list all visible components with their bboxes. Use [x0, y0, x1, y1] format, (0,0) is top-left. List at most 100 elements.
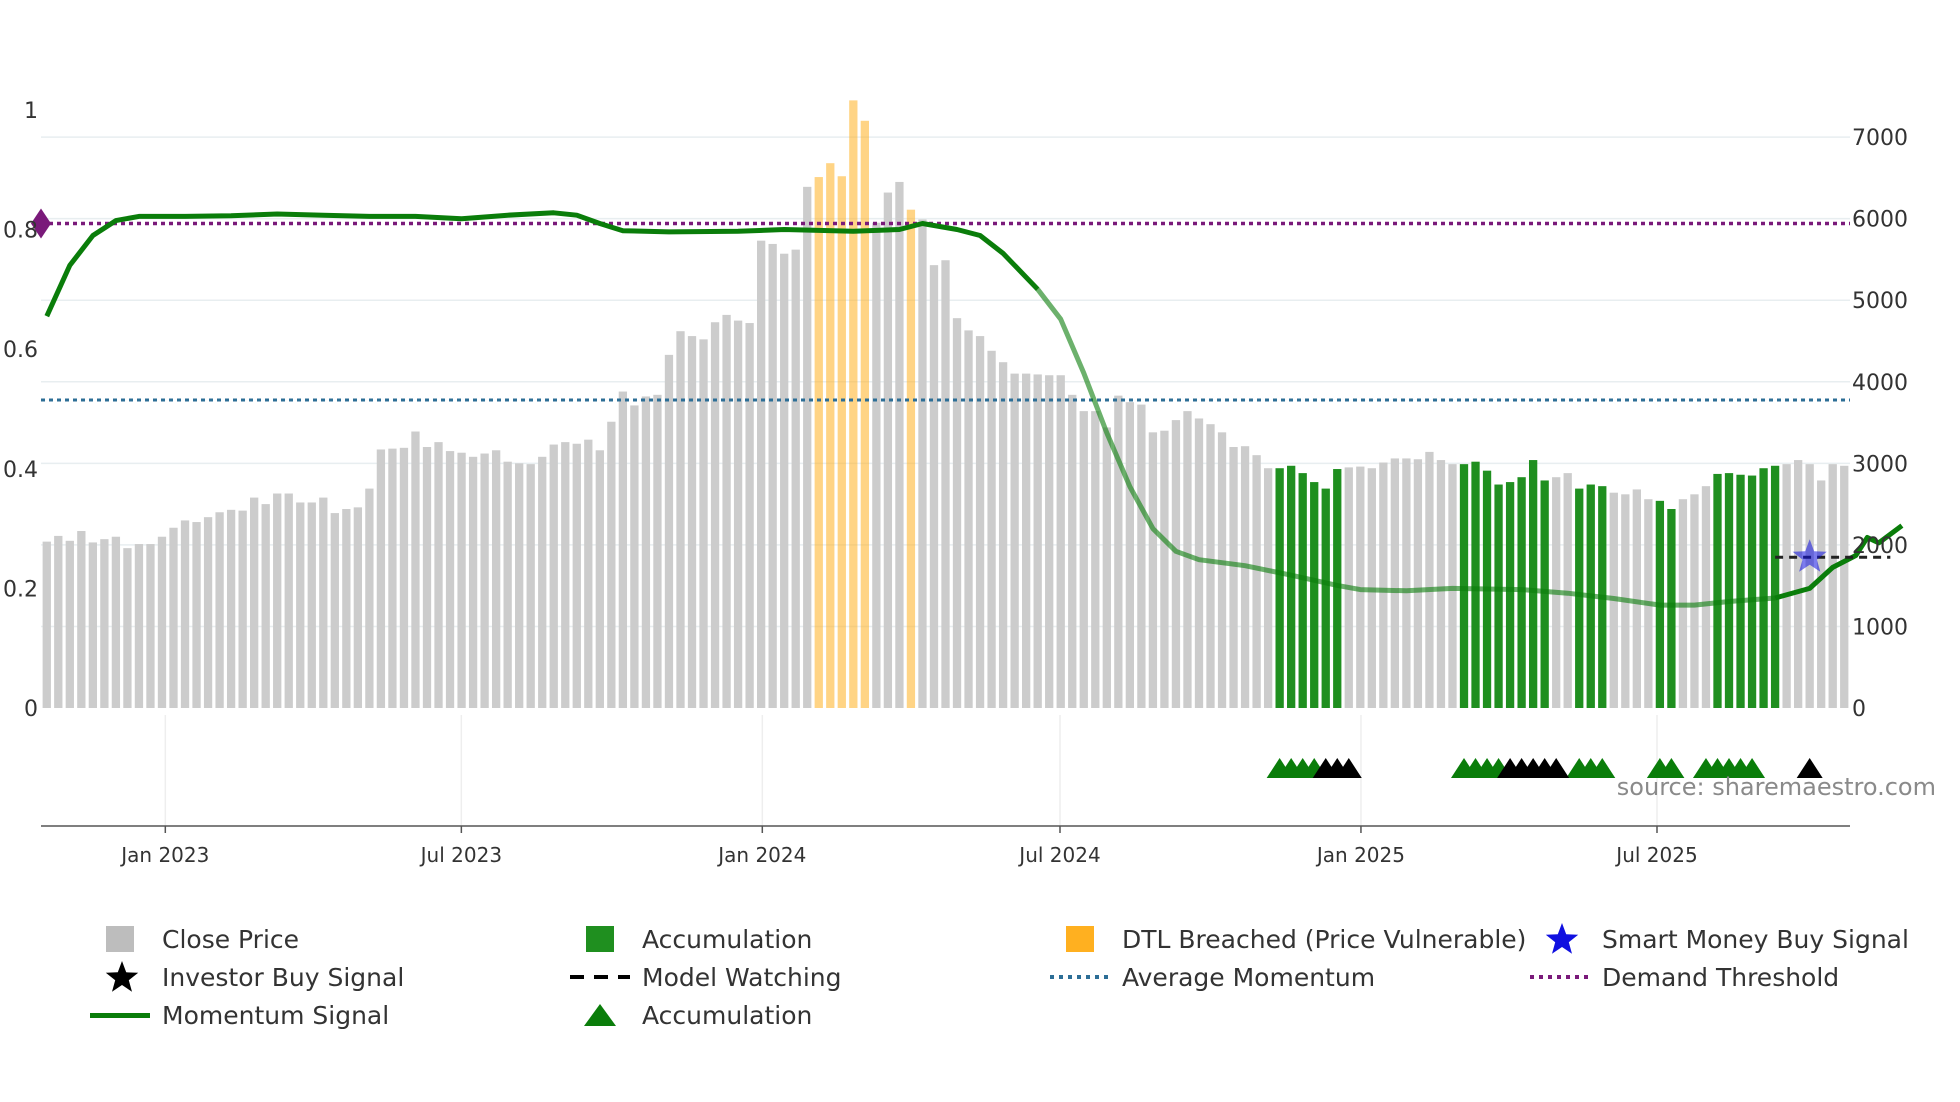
accumulation-triangle-icon	[1739, 758, 1766, 778]
legend-item-smart-money: Smart Money Buy Signal	[1530, 922, 1909, 956]
close-price-bar	[1033, 374, 1042, 708]
close-price-bar	[1840, 465, 1849, 708]
close-price-bar	[768, 243, 777, 708]
accumulation-bar	[1575, 488, 1584, 708]
close-price-bar	[722, 314, 731, 708]
close-price-bar	[791, 249, 800, 709]
close-price-bar	[226, 509, 236, 708]
accumulation-bar	[1759, 468, 1768, 708]
close-price-bar	[538, 456, 547, 708]
right-tick-label: 1000	[1852, 615, 1908, 640]
close-price-bar	[203, 517, 213, 708]
close-price-bar	[745, 323, 754, 708]
close-price-bar	[192, 522, 201, 708]
legend-item-accumulation-marker: Accumulation	[570, 998, 812, 1032]
left-tick-label: 0.2	[3, 577, 38, 602]
close-price-bar	[687, 336, 697, 708]
close-price-bar	[353, 507, 363, 708]
dtl-breached-bar	[814, 177, 823, 708]
close-price-bar	[1045, 375, 1054, 708]
dtl-breached-bar	[826, 163, 835, 709]
accumulation-bar	[1517, 477, 1526, 708]
x-tick-label: Jan 2024	[716, 843, 806, 867]
close-price-bar	[607, 421, 616, 708]
close-price-bar	[1229, 447, 1238, 708]
right-tick-label: 4000	[1852, 371, 1908, 396]
close-price-bar	[457, 452, 466, 708]
close-price-bar	[998, 362, 1008, 708]
close-price-bar	[1425, 451, 1434, 708]
close-price-bar	[1828, 464, 1837, 708]
accumulation-bar	[1471, 461, 1480, 708]
left-tick-label: 1	[24, 99, 38, 124]
signal-markers	[1775, 539, 1891, 572]
close-price-bar	[641, 396, 651, 708]
accumulation-bar	[1321, 488, 1330, 708]
x-tick-label: Jul 2024	[1017, 843, 1100, 867]
dtl-breached-bar	[860, 120, 869, 708]
x-tick-label: Jul 2023	[419, 843, 502, 867]
close-price-bar	[65, 540, 74, 708]
close-price-bar	[1171, 420, 1181, 708]
close-price-bar	[388, 448, 397, 708]
close-price-bar	[1379, 462, 1388, 708]
close-price-bar	[1114, 395, 1123, 708]
close-price-bar	[123, 548, 132, 708]
dtl-breached-bar	[837, 176, 846, 709]
x-axis-ticks: Jan 2023 Jul 2023 Jan 2024 Jul 2024 Jan 2025…	[41, 825, 1850, 867]
close-price-bar	[515, 463, 524, 708]
close-price-bar	[780, 253, 789, 708]
close-price-bar	[941, 260, 950, 708]
black-star-icon	[90, 960, 154, 994]
close-price-bar	[1390, 458, 1400, 708]
close-price-bar	[918, 219, 927, 708]
close-price-bar	[54, 535, 63, 708]
close-price-bar	[952, 318, 962, 708]
close-price-bar	[422, 447, 432, 708]
chart: 0 0.2 0.4 0.6 0.8 1 0 1000 2000 3000 4000 5000 6000…	[3, 99, 1936, 867]
close-price-bar	[561, 442, 570, 708]
dotted-purple-line-icon	[1530, 960, 1594, 994]
close-price-bar	[526, 464, 535, 708]
accumulation-bar	[1298, 473, 1307, 708]
legend-label: Smart Money Buy Signal	[1602, 924, 1909, 954]
close-price-bar	[549, 444, 558, 708]
close-price-bar	[710, 322, 720, 708]
close-price-bar	[964, 330, 973, 708]
legend-label: Close Price	[162, 924, 300, 954]
legend-item-dtl-breached: DTL Breached (Price Vulnerable)	[1050, 922, 1526, 956]
right-tick-label: 6000	[1852, 208, 1908, 233]
accumulation-bar	[1494, 484, 1503, 708]
left-tick-label: 0.6	[3, 338, 38, 363]
legend-item-close-price: Close Price	[90, 922, 299, 956]
close-price-bar	[215, 512, 224, 708]
legend-item-momentum-signal: Momentum Signal	[90, 998, 389, 1032]
close-price-bar	[1252, 455, 1261, 708]
right-tick-label: 5000	[1852, 289, 1908, 314]
close-price-bar	[284, 493, 293, 708]
close-price-bar	[1217, 432, 1227, 708]
accumulation-triangle-icon	[1589, 758, 1616, 778]
close-price-swatch-icon	[90, 922, 154, 956]
left-tick-label: 0.4	[3, 458, 38, 483]
close-price-bar	[468, 456, 478, 708]
legend-label: DTL Breached (Price Vulnerable)	[1122, 924, 1527, 954]
close-price-bars	[42, 100, 1849, 709]
dtl-breached-bar	[906, 209, 916, 708]
close-price-bar	[169, 527, 178, 708]
accumulation-bar	[1540, 480, 1549, 708]
green-line-icon	[90, 998, 154, 1032]
investor-triangle-icon	[1796, 758, 1823, 778]
accumulation-bar	[1333, 469, 1342, 708]
legend-label: Investor Buy Signal	[162, 962, 405, 992]
accumulation-bar	[1459, 464, 1469, 708]
accumulation-bar	[1713, 473, 1722, 708]
close-price-bar	[883, 192, 893, 708]
momentum-signal-line-faded	[1035, 287, 1776, 608]
close-price-bar	[595, 450, 604, 708]
accumulation-bar	[1747, 475, 1757, 708]
close-price-bar	[1010, 373, 1019, 708]
right-tick-label: 0	[1852, 697, 1866, 722]
accumulation-bar	[1667, 508, 1676, 708]
legend-item-investor-buy: Investor Buy Signal	[90, 960, 404, 994]
